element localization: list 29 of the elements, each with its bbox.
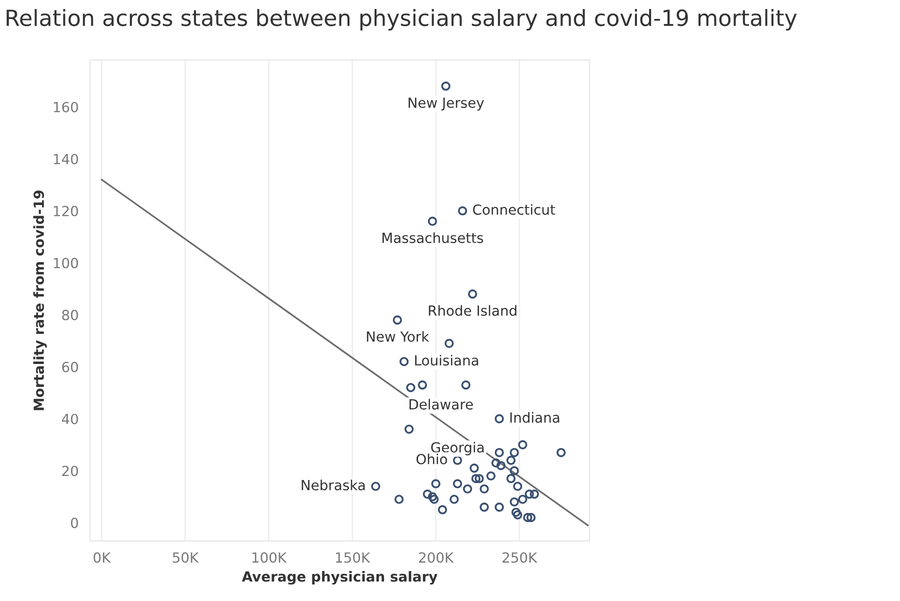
annotation: Massachusetts	[382, 232, 484, 244]
annotation: Nebraska	[302, 480, 365, 490]
x-tick-label: 150K	[336, 552, 370, 563]
x-tick-label: 100K	[252, 552, 287, 563]
x-tick-label: 50K	[172, 552, 199, 563]
y-tick-label: 20	[62, 466, 78, 476]
annotation: Georgia	[431, 442, 484, 456]
chart-title: Relation across states between physician salary and covid-19 mortality	[6, 9, 797, 31]
x-tick-label: 0K	[94, 552, 111, 563]
y-tick-label: 160	[54, 102, 78, 112]
x-tick-label: 250K	[502, 552, 538, 563]
y-tick-label: 0	[70, 518, 78, 528]
annotation: Louisiana	[415, 354, 478, 366]
annotation: Ohio	[416, 454, 448, 464]
annotation: New York	[366, 331, 430, 342]
annotation: Indiana	[510, 412, 560, 423]
annotation: Connecticut	[473, 204, 556, 215]
y-tick-label: 80	[62, 310, 78, 320]
x-axis-title: Average physician salary	[242, 571, 438, 585]
x-tick-label: 200K	[419, 552, 454, 563]
annotation: Delaware	[410, 398, 473, 410]
y-tick-label: 100	[54, 258, 78, 268]
y-tick-label: 40	[62, 414, 78, 424]
y-tick-label: 140	[54, 154, 78, 164]
annotation: Rhode Island	[428, 305, 516, 316]
y-tick-label: 120	[54, 206, 78, 216]
y-tick-label: 60	[62, 362, 78, 372]
y-axis-title: Mortality rate from covid-19	[33, 190, 47, 410]
annotation: New Jersey	[408, 98, 484, 111]
